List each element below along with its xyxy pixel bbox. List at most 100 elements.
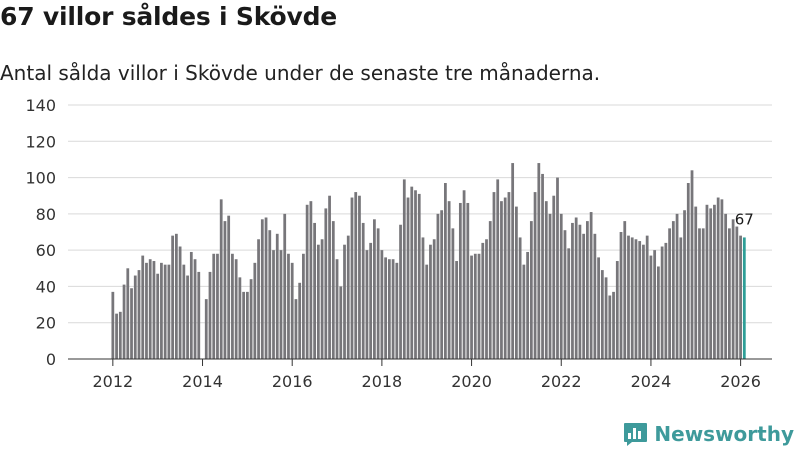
- bar: [339, 286, 343, 359]
- bar: [380, 250, 384, 359]
- bar: [731, 219, 735, 359]
- bar: [735, 226, 739, 359]
- bar: [649, 255, 653, 359]
- bar: [675, 213, 679, 359]
- bar: [354, 192, 358, 359]
- bar: [305, 204, 309, 359]
- bar: [571, 222, 574, 359]
- bar: [724, 213, 728, 359]
- bar: [395, 262, 399, 359]
- bar: [436, 213, 440, 359]
- bar: [279, 250, 283, 359]
- bar: [488, 221, 492, 359]
- x-tick-label-2016: 2016: [272, 372, 313, 391]
- bar: [137, 270, 141, 359]
- bar: [245, 291, 249, 359]
- bar: [186, 275, 189, 359]
- bar: [309, 201, 313, 359]
- x-tick-label-2014: 2014: [182, 372, 223, 391]
- y-tick-label-20: 20: [36, 314, 56, 333]
- bar: [574, 217, 578, 359]
- bar: [455, 261, 458, 359]
- bar: [320, 239, 324, 359]
- bar: [118, 311, 122, 359]
- newsworthy-brand[interactable]: Newsworthy: [623, 420, 794, 448]
- bar: [597, 257, 600, 359]
- bar: [361, 222, 365, 359]
- bar: [529, 221, 533, 359]
- bar: [316, 244, 320, 359]
- bar: [627, 235, 630, 359]
- bar: [275, 233, 279, 359]
- bar: [399, 224, 402, 359]
- bar: [477, 253, 481, 359]
- bar: [709, 208, 713, 359]
- x-tick-label-2020: 2020: [451, 372, 492, 391]
- brand-name: Newsworthy: [654, 422, 794, 446]
- bar: [451, 228, 455, 359]
- bar: [376, 228, 380, 359]
- bar: [421, 237, 425, 359]
- last-value-label: 67: [735, 210, 754, 228]
- bar: [208, 271, 212, 359]
- bar: [657, 266, 660, 359]
- bar: [313, 222, 316, 359]
- x-tick-label-2022: 2022: [541, 372, 582, 391]
- chart-subtitle: Antal sålda villor i Skövde under de sen…: [0, 61, 601, 85]
- bar: [664, 242, 668, 359]
- bar: [518, 237, 522, 359]
- bar: [481, 242, 485, 359]
- bar: [358, 195, 361, 359]
- bar: [567, 248, 571, 359]
- bar: [739, 235, 742, 359]
- bar: [559, 213, 563, 359]
- bar: [470, 255, 473, 359]
- bar: [189, 251, 193, 359]
- bar: [541, 173, 544, 359]
- bar: [713, 204, 716, 359]
- bar: [515, 206, 518, 359]
- bar: [503, 197, 507, 359]
- bar: [660, 246, 664, 359]
- bar: [272, 250, 275, 359]
- bar: [705, 204, 709, 359]
- bar: [148, 259, 152, 359]
- y-tick-label-80: 80: [36, 205, 56, 224]
- newsworthy-logo-icon: [624, 422, 648, 446]
- bar: [145, 262, 148, 359]
- bar: [458, 202, 462, 359]
- bar: [219, 199, 223, 359]
- bar: [410, 186, 414, 359]
- bar: [440, 210, 444, 359]
- bar: [402, 179, 406, 359]
- bar: [234, 259, 238, 359]
- bar: [507, 192, 511, 359]
- x-tick-label-2024: 2024: [631, 372, 672, 391]
- bar: [331, 221, 335, 359]
- bar: [425, 264, 429, 359]
- bar: [586, 221, 589, 359]
- bar: [283, 213, 287, 359]
- annotations: 67: [735, 210, 754, 228]
- bar: [496, 179, 500, 359]
- bar: [552, 195, 556, 359]
- bar: [268, 230, 272, 359]
- bar: [335, 259, 339, 359]
- bar: [365, 250, 369, 359]
- bar: [526, 251, 529, 359]
- bar: [466, 202, 470, 359]
- bar: [302, 253, 305, 359]
- bar: [642, 244, 645, 359]
- bar: [485, 239, 488, 359]
- bar: [156, 273, 160, 359]
- bar: [171, 235, 175, 359]
- bar: [686, 183, 690, 359]
- y-tick-label-140: 140: [25, 96, 56, 115]
- chart-title: 67 villor såldes i Skövde: [0, 2, 338, 31]
- bar: [346, 235, 350, 359]
- bar: [623, 221, 627, 359]
- bar: [350, 197, 354, 359]
- bar: [115, 313, 118, 359]
- bar: [160, 262, 163, 359]
- bar: [701, 228, 705, 359]
